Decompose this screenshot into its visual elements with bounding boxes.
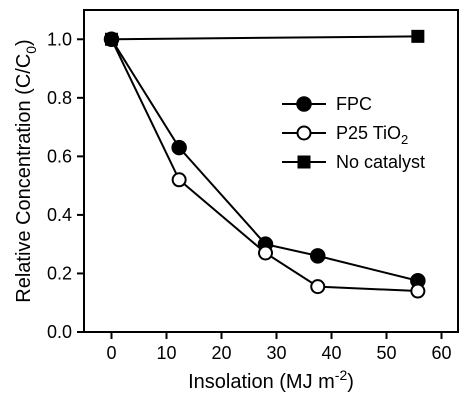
y-tick-label: 1.0 <box>47 29 72 49</box>
y-tick-label: 0.8 <box>47 88 72 108</box>
legend-label-p25-main: P25 TiO <box>336 123 401 143</box>
x-tick-label: 40 <box>321 343 341 363</box>
x-tick-label: 10 <box>156 343 176 363</box>
legend-marker-fpc <box>296 96 312 112</box>
plot-frame <box>83 9 459 333</box>
legend-item-p25-tio2: P25 TiO2 <box>282 123 408 147</box>
legend-label-no-catalyst: No catalyst <box>336 152 425 172</box>
y-axis-label-tail: ) <box>13 39 35 46</box>
x-axis-label-superscript: -2 <box>335 367 348 383</box>
x-axis-label-tail: ) <box>347 371 354 393</box>
data-point-no-catalyst <box>105 32 118 46</box>
y-axis-label-subscript: 0 <box>23 46 39 54</box>
legend-item-no-catalyst: No catalyst <box>282 152 425 172</box>
data-point-p25-tio2 <box>171 172 187 188</box>
y-axis-label-main: Relative Concentration (C/C <box>13 54 35 303</box>
series-line-no-catalyst <box>111 35 418 41</box>
legend-item-fpc: FPC <box>282 94 372 114</box>
y-axis-label: Relative Concentration (C/C0) <box>13 39 39 302</box>
data-point-p25-tio2 <box>258 245 273 261</box>
data-point-no-catalyst <box>411 29 425 43</box>
legend-label-p25-subscript: 2 <box>401 132 408 147</box>
y-tick-label: 0.2 <box>47 263 72 283</box>
x-tick-label: 20 <box>211 343 231 363</box>
data-point-p25-tio2 <box>310 279 326 295</box>
y-tick-label: 0.4 <box>47 205 72 225</box>
y-tick-label: 0.0 <box>47 322 72 342</box>
data-point-fpc <box>171 139 187 156</box>
legend: FPC P25 TiO2 No catalyst <box>282 94 425 172</box>
x-tick-label: 30 <box>266 343 286 363</box>
x-tick-label: 60 <box>431 343 451 363</box>
legend-marker-p25-tio2 <box>296 125 312 141</box>
legend-label-fpc: FPC <box>336 94 372 114</box>
x-tick-label: 0 <box>106 343 116 363</box>
x-tick-label: 50 <box>376 343 396 363</box>
data-point-p25-tio2 <box>410 283 426 299</box>
series-layer <box>103 29 426 299</box>
data-point-fpc <box>310 248 326 264</box>
axis-ticks: 0 10 20 30 40 50 60 0.0 0.2 0.4 0.6 0.8 1.0 <box>47 29 452 363</box>
x-axis-label-main: Insolation (MJ m <box>188 371 335 393</box>
y-tick-label: 0.6 <box>47 146 72 166</box>
legend-label-p25-tio2: P25 TiO2 <box>336 123 408 147</box>
x-axis-label: Insolation (MJ m-2) <box>188 367 354 393</box>
legend-marker-no-catalyst <box>297 155 311 169</box>
